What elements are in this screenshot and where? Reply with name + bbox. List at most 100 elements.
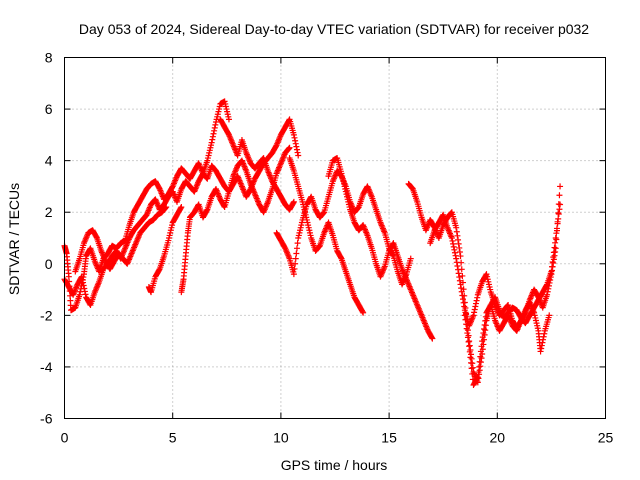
data-point: [211, 127, 218, 134]
y-tick-label: -2: [40, 307, 53, 323]
data-point: [337, 254, 344, 261]
series-sdtvar: [61, 98, 564, 388]
data-point: [293, 245, 300, 252]
data-point: [290, 200, 297, 207]
data-point: [548, 271, 555, 278]
x-tick-label: 15: [381, 430, 397, 446]
data-point: [209, 136, 216, 143]
data-point: [448, 235, 455, 241]
y-tick-label: 0: [45, 256, 53, 272]
data-point: [474, 374, 481, 381]
data-point: [459, 292, 466, 299]
data-point: [453, 224, 460, 231]
data-point: [555, 209, 562, 216]
data-point: [291, 265, 298, 272]
data-point: [293, 250, 300, 257]
data-point: [553, 227, 560, 234]
data-point: [292, 137, 299, 144]
data-point: [449, 237, 456, 244]
data-point: [360, 309, 367, 316]
data-point: [295, 152, 302, 159]
y-tick-label: 4: [45, 153, 53, 169]
data-point: [466, 338, 473, 345]
data-point: [210, 130, 217, 137]
y-tick-label: 8: [45, 50, 53, 66]
data-point: [458, 288, 465, 295]
data-point: [78, 273, 85, 280]
data-point: [285, 117, 292, 124]
data-point: [537, 348, 544, 355]
data-point: [482, 317, 489, 324]
x-tick-label: 0: [61, 430, 69, 446]
y-tick-label: -4: [40, 359, 53, 375]
data-point: [225, 116, 232, 123]
chart-title: Day 053 of 2024, Sidereal Day-to-day VTE…: [79, 21, 589, 37]
data-point: [459, 296, 466, 303]
data-point: [467, 354, 474, 361]
data-point: [468, 355, 475, 362]
data-point: [455, 236, 462, 243]
data-point: [457, 281, 464, 288]
data-point: [209, 133, 216, 140]
data-point: [473, 297, 480, 304]
data-point: [455, 266, 462, 273]
data-point: [538, 345, 545, 352]
y-tick-label: 6: [45, 101, 53, 117]
data-point: [555, 215, 562, 222]
data-point: [468, 365, 475, 372]
data-point: [469, 364, 476, 371]
data-point: [290, 198, 297, 205]
data-point: [540, 333, 547, 340]
data-point: [466, 343, 473, 350]
data-point: [477, 363, 484, 370]
data-point: [552, 248, 559, 255]
data-point: [456, 274, 463, 281]
data-point: [555, 201, 562, 208]
data-point: [479, 334, 486, 341]
data-point: [476, 358, 483, 365]
x-tick-label: 25: [598, 430, 614, 446]
data-point: [553, 236, 560, 243]
data-point: [450, 243, 457, 250]
data-point: [460, 299, 467, 306]
data-point: [461, 312, 468, 319]
data-point: [81, 285, 88, 292]
data-point: [177, 205, 184, 212]
data-point: [471, 309, 478, 316]
data-point: [359, 308, 366, 315]
data-point: [211, 124, 218, 131]
data-point: [285, 145, 292, 152]
data-point: [545, 285, 552, 292]
data-point: [544, 291, 551, 298]
y-axis-label: SDTVAR / TECUs: [6, 183, 22, 295]
data-point: [453, 255, 460, 262]
data-point: [541, 330, 548, 337]
x-tick-label: 10: [273, 430, 289, 446]
y-tick-label: -6: [40, 411, 53, 427]
data-point: [456, 248, 463, 255]
data-point: [555, 211, 562, 218]
data-point: [81, 288, 88, 295]
data-point: [471, 306, 478, 313]
data-point: [550, 256, 557, 263]
data-point: [407, 255, 414, 262]
data-point: [320, 209, 327, 216]
data-point: [221, 202, 228, 209]
data-point: [550, 260, 557, 267]
data-point: [464, 327, 471, 334]
data-point: [453, 228, 460, 235]
data-point: [80, 279, 87, 286]
data-point: [162, 204, 169, 211]
data-point: [290, 131, 297, 138]
data-point: [549, 263, 556, 270]
data-point: [474, 375, 481, 382]
data-point: [455, 240, 462, 247]
data-point: [290, 271, 297, 278]
data-point: [292, 140, 299, 147]
data-point: [469, 370, 476, 377]
data-point: [461, 303, 468, 310]
data-point: [481, 325, 488, 332]
data-point: [556, 192, 563, 199]
data-point: [286, 144, 293, 151]
